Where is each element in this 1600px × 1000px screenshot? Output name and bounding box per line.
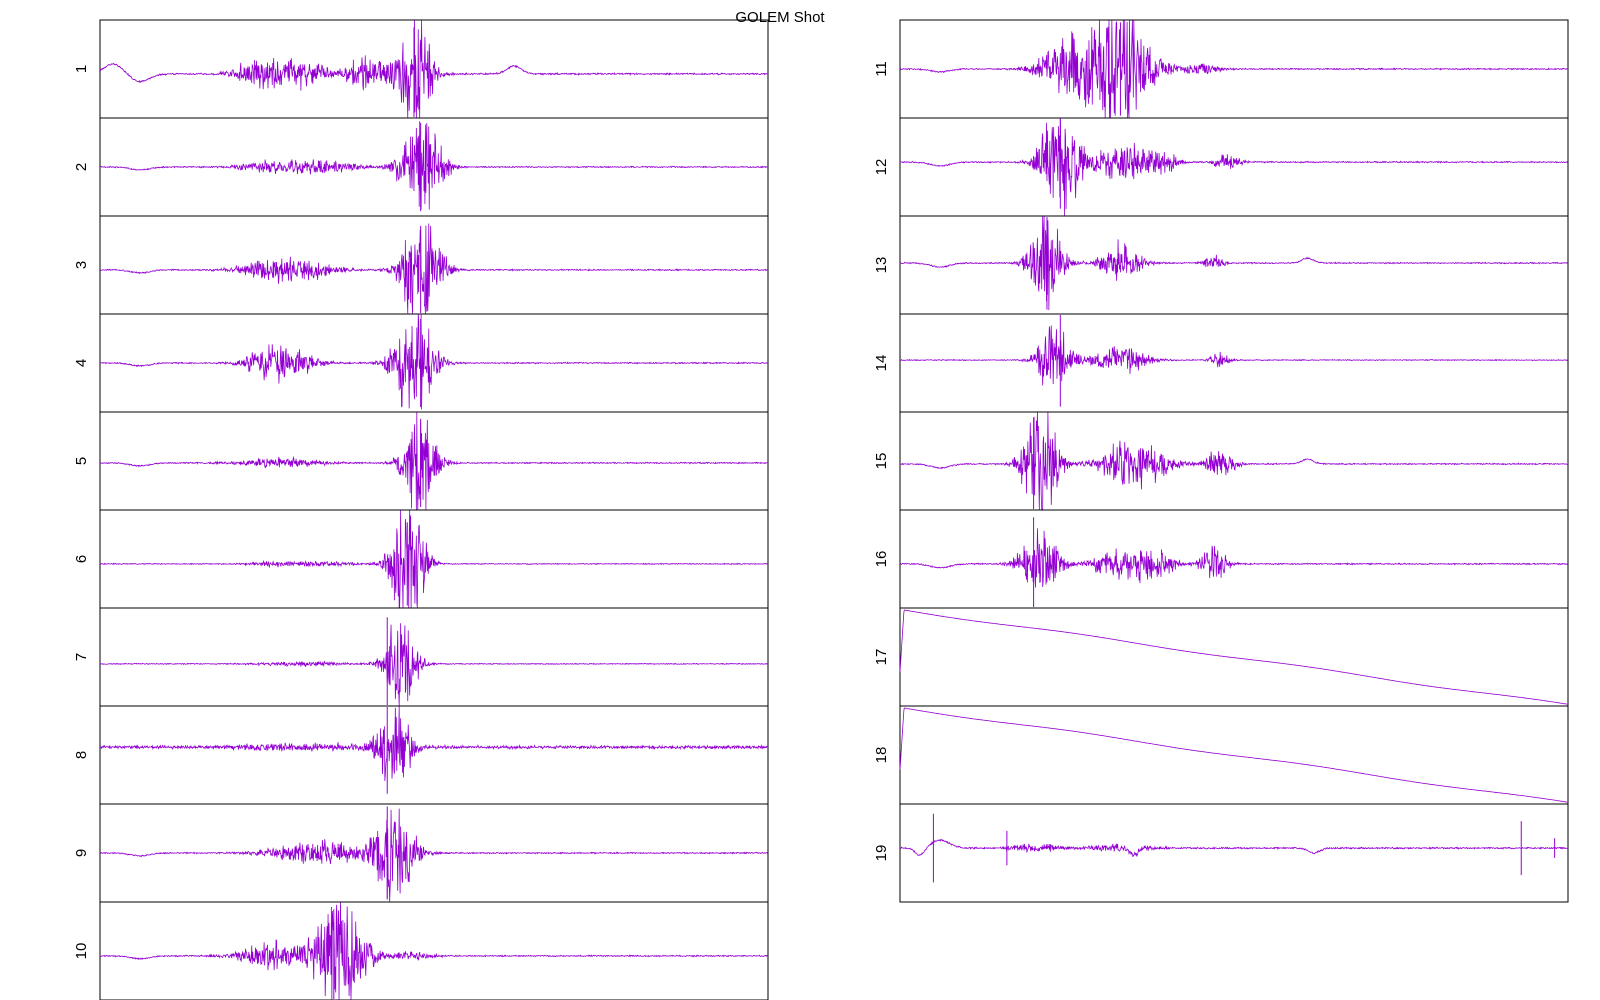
panel-label-5: 5	[73, 457, 90, 465]
panel-11: 11	[873, 19, 1569, 119]
panel-label-15: 15	[873, 453, 890, 470]
panel-label-17: 17	[873, 649, 890, 666]
panel-label-18: 18	[873, 747, 890, 764]
panel-frame-7	[99, 607, 769, 707]
trace-1	[99, 20, 769, 118]
panel-frame-14	[899, 313, 1569, 413]
panel-label-14: 14	[873, 355, 890, 372]
panel-frame-8	[99, 705, 769, 805]
panel-18: 18	[873, 705, 1569, 805]
trace-6	[99, 510, 769, 608]
panel-3: 3	[73, 215, 769, 315]
panel-label-8: 8	[73, 751, 90, 759]
panel-10: 10	[73, 901, 769, 1000]
trace-12	[899, 118, 1569, 216]
panel-7: 7	[73, 607, 769, 707]
panel-label-11: 11	[873, 61, 890, 77]
panel-4: 4	[73, 313, 769, 413]
panel-label-1: 1	[73, 65, 90, 73]
trace-14	[899, 325, 1569, 386]
panel-frame-15	[899, 411, 1569, 511]
trace-17	[899, 609, 1569, 705]
panel-label-6: 6	[73, 555, 90, 563]
panel-label-9: 9	[73, 849, 90, 857]
trace-3	[99, 223, 769, 314]
trace-8	[99, 706, 769, 782]
panel-label-13: 13	[873, 257, 890, 274]
chart-title: GOLEM Shot	[735, 9, 825, 26]
panel-label-19: 19	[873, 845, 890, 862]
trace-9	[99, 808, 769, 902]
panel-16: 16	[873, 509, 1569, 609]
panel-13: 13	[873, 215, 1569, 315]
panel-8: 8	[73, 705, 769, 805]
panel-label-12: 12	[873, 159, 890, 176]
panel-frame-12	[899, 117, 1569, 217]
trace-4	[99, 314, 769, 410]
panel-5: 5	[73, 411, 769, 511]
panel-9: 9	[73, 803, 769, 903]
panel-1: 1	[73, 19, 769, 119]
trace-15	[899, 412, 1569, 510]
panel-label-10: 10	[73, 943, 90, 960]
trace-11	[899, 20, 1569, 118]
panel-frame-10	[99, 901, 769, 1000]
trace-19	[899, 838, 1569, 858]
panel-12: 12	[873, 117, 1569, 217]
panel-2: 2	[73, 117, 769, 217]
panel-14: 14	[873, 313, 1569, 413]
panel-frame-6	[99, 509, 769, 609]
trace-13	[899, 216, 1569, 311]
panel-frame-16	[899, 509, 1569, 609]
trace-10	[99, 902, 769, 1000]
panel-label-2: 2	[73, 163, 90, 171]
trace-2	[99, 121, 769, 210]
trace-7	[99, 623, 769, 706]
panel-17: 17	[873, 607, 1569, 707]
panel-label-4: 4	[73, 359, 90, 367]
panel-6: 6	[73, 509, 769, 609]
panel-frame-19	[899, 803, 1569, 903]
panel-15: 15	[873, 411, 1569, 511]
panel-label-16: 16	[873, 551, 890, 568]
trace-18	[899, 707, 1568, 803]
panel-frame-1	[99, 19, 769, 119]
panel-19: 19	[873, 803, 1569, 903]
panel-label-7: 7	[73, 653, 90, 661]
trace-16	[899, 528, 1569, 588]
trace-5	[99, 412, 769, 510]
panel-frame-13	[899, 215, 1569, 315]
panel-label-3: 3	[73, 261, 90, 269]
